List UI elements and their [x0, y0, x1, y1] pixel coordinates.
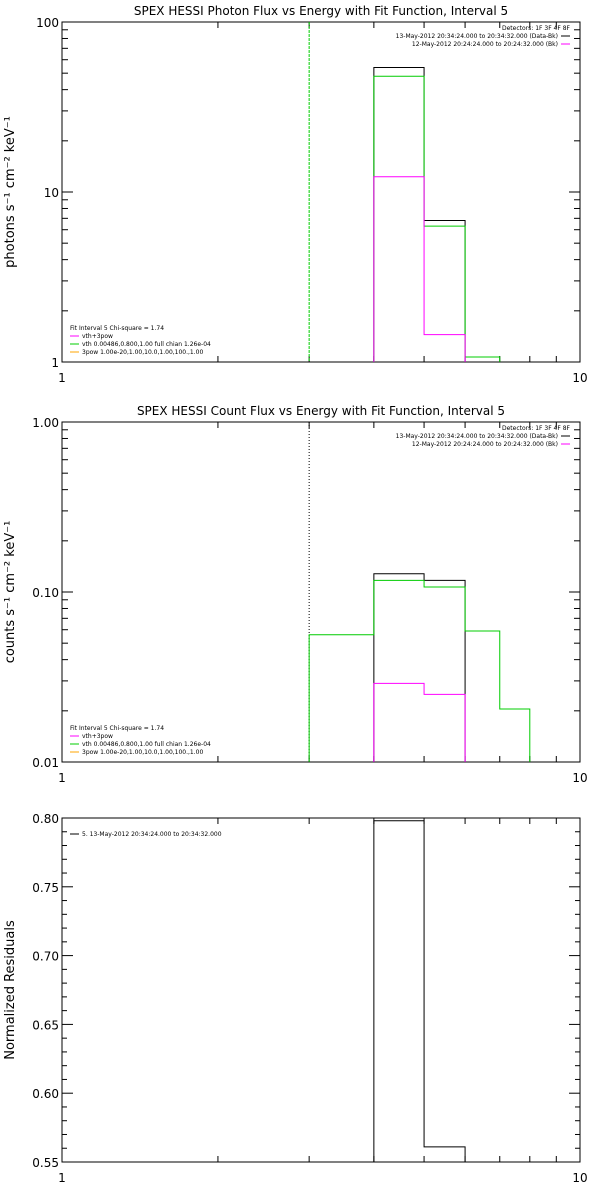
histogram-series-3 — [373, 682, 466, 762]
y-tick-label: 10 — [44, 186, 59, 200]
legend-left-entry: 5. 13-May-2012 20:34:24.000 to 20:34:32.… — [82, 831, 222, 838]
y-axis-label: counts s⁻¹ cm⁻² keV⁻¹ — [3, 521, 18, 664]
y-tick-label: 0.10 — [32, 586, 59, 600]
legend-fit-header: Fit Interval 5 Chi-square = 1.74 — [70, 325, 164, 332]
histogram-series-2 — [373, 75, 501, 362]
x-tick-label: 10 — [572, 371, 587, 385]
y-tick-label: 0.55 — [32, 1156, 59, 1170]
y-tick-label: 100 — [36, 16, 59, 30]
y-tick-label: 0.01 — [32, 756, 59, 770]
legend-right-entry: 12-May-2012 20:24:24.000 to 20:24:32.000… — [412, 441, 558, 448]
legend-left-entry: vth+3pow — [82, 733, 113, 740]
legend-left-entry: vth 0.00486,0.800,1.00 full chian 1.26e-… — [82, 341, 211, 348]
legend-left-entry: vth 0.00486,0.800,1.00 full chian 1.26e-… — [82, 741, 211, 748]
legend-left-entry: 3pow 1.00e-20,1.00,10.0,1.00,100.,1.00 — [82, 749, 203, 756]
y-axis-label: Normalized Residuals — [3, 920, 18, 1060]
chart-title: SPEX HESSI Count Flux vs Energy with Fit… — [137, 404, 505, 418]
y-axis-label: photons s⁻¹ cm⁻² keV⁻¹ — [3, 116, 18, 268]
y-tick-label: 0.65 — [32, 1018, 59, 1032]
x-tick-label: 1 — [58, 371, 66, 385]
legend-right-entry: 13-May-2012 20:34:24.000 to 20:34:32.000… — [396, 433, 558, 440]
legend-detectors: Detectors: 1F 3F 4F 8F — [502, 425, 571, 432]
x-tick-label: 1 — [58, 771, 66, 785]
legend-left-entry: vth+3pow — [82, 333, 113, 340]
y-tick-label: 0.70 — [32, 950, 59, 964]
histogram-series-2 — [308, 579, 531, 762]
y-tick-label: 0.75 — [32, 881, 59, 895]
x-tick-label: 1 — [58, 1171, 66, 1185]
chart-panel-3: Normalized Residuals 1 10 0.55 0.60 0.65 0.70 0… — [3, 812, 588, 1185]
legend-left-entry: 3pow 1.00e-20,1.00,10.0,1.00,100.,1.00 — [82, 349, 203, 356]
chart-title: SPEX HESSI Photon Flux vs Energy with Fi… — [134, 4, 508, 18]
legend-right-entry: 12-May-2012 20:24:24.000 to 20:24:32.000… — [412, 41, 558, 48]
histogram-series-1 — [373, 820, 466, 1162]
x-tick-label: 10 — [572, 771, 587, 785]
legend-detectors: Detectors: 1F 3F 4F 8F — [502, 25, 571, 32]
y-tick-label: 0.60 — [32, 1087, 59, 1101]
y-tick-label: 0.80 — [32, 812, 59, 826]
chart-panel-1: SPEX HESSI Photon Flux vs Energy with Fi… — [3, 4, 588, 385]
y-tick-label: 1.00 — [32, 416, 59, 430]
legend-fit-header: Fit Interval 5 Chi-square = 1.74 — [70, 725, 164, 732]
x-tick-label: 10 — [572, 1171, 587, 1185]
legend-right-entry: 13-May-2012 20:34:24.000 to 20:34:32.000… — [396, 33, 558, 40]
plot-frame — [61, 817, 581, 1163]
chart-panel-2: SPEX HESSI Count Flux vs Energy with Fit… — [3, 404, 588, 785]
histogram-series-3 — [373, 176, 466, 362]
y-tick-label: 1 — [51, 356, 59, 370]
